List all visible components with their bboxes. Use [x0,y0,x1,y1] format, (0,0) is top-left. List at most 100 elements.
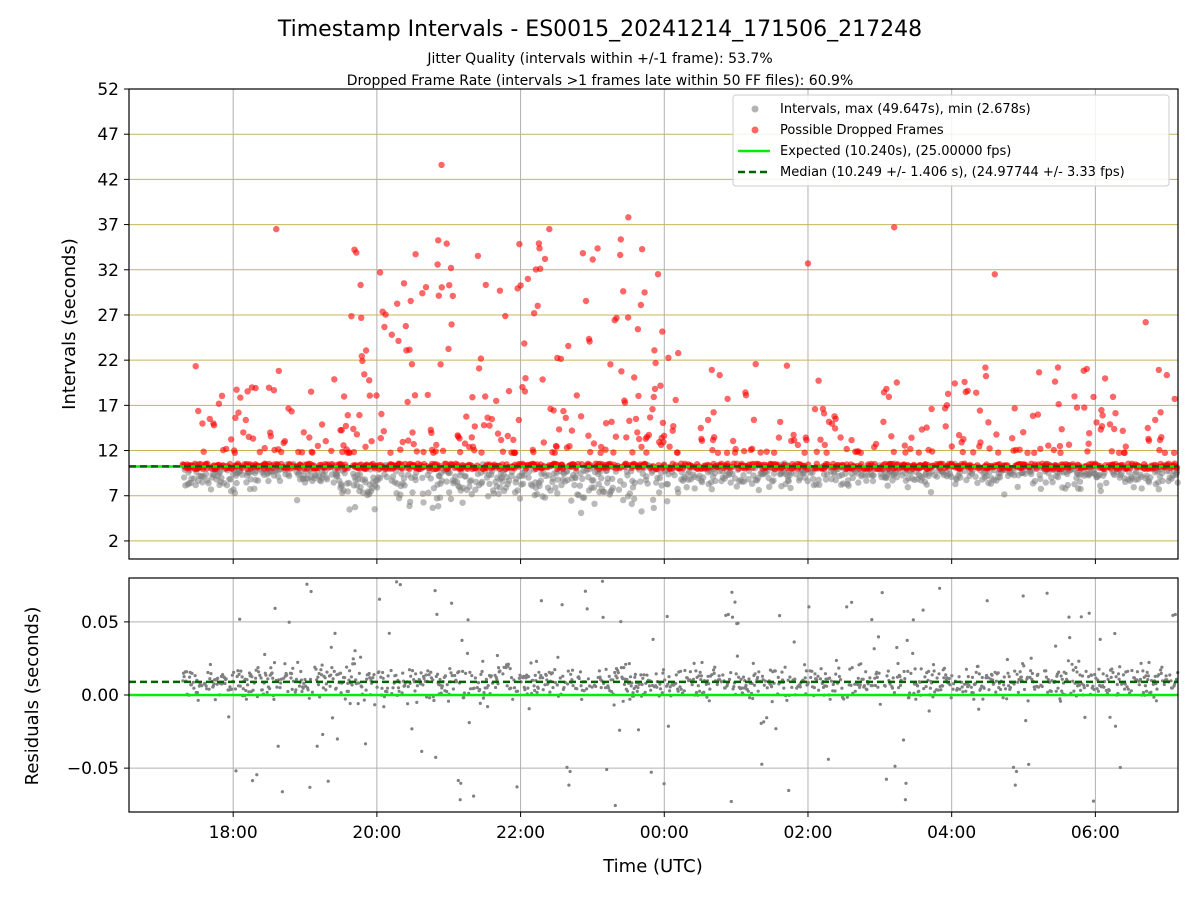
residual-point [625,677,629,682]
interval-point [468,491,475,498]
residual-point [753,672,757,676]
residual-point [555,683,559,687]
residual-point [449,671,453,675]
interval-point [658,482,665,489]
residual-point [190,671,194,676]
residual-point [1096,689,1100,693]
residual-point [982,686,986,690]
residual-point [375,685,379,689]
residual-point [230,687,234,691]
y-tick-label: 17 [97,396,119,416]
dropped-point [267,433,274,440]
dropped-point [1071,393,1078,400]
residual-point [348,669,352,673]
dropped-point [537,265,544,272]
residual-point [495,653,499,658]
dropped-point [631,374,638,381]
dropped-point [1157,409,1164,416]
residual-point [890,686,895,690]
dropped-point [893,379,900,386]
residual-point [891,676,895,680]
dropped-point [278,448,285,456]
dropped-point [783,362,791,369]
residual-point [966,675,970,679]
dropped-point [610,449,617,456]
residual-point [1093,672,1097,677]
interval-point [804,477,811,485]
dropped-point [848,436,855,444]
residual-point [1079,688,1083,693]
residual-point [792,640,796,644]
dropped-point [817,436,824,443]
dropped-point [1098,423,1106,430]
residual-point [285,673,289,677]
dropped-point [1093,419,1100,426]
interval-point [590,477,597,484]
interval-point [1158,469,1166,477]
residual-point [760,762,764,766]
interval-point [631,495,638,503]
dropped-point [961,378,968,386]
residual-point [484,677,488,681]
residual-point [603,686,608,690]
residual-point [268,687,272,691]
residual-point [505,684,509,688]
residual-point [193,674,197,678]
residual-point [365,677,369,681]
residual-point [478,701,482,706]
dropped-point [714,449,722,456]
residual-point [356,702,360,706]
residual-point [1159,671,1163,676]
residual-point [776,675,780,680]
residual-point [1121,673,1125,677]
interval-point [436,494,444,501]
dropped-point [1121,449,1128,456]
dropped-point [1024,449,1031,456]
residual-point [1084,669,1088,674]
interval-point [462,473,469,480]
residual-point [877,671,881,675]
residual-point [633,675,637,679]
residual-point [636,728,641,732]
dropped-point [1011,405,1018,412]
residual-point [1057,670,1061,674]
residual-point [310,690,314,694]
dropped-point [902,449,909,456]
residual-point [272,697,276,702]
interval-point [816,481,823,488]
residual-point [730,615,735,619]
residual-point [751,696,755,701]
residual-point [506,662,510,666]
residual-point [1145,670,1149,675]
dropped-point [589,256,596,263]
residual-point [532,684,536,688]
residual-point [290,672,294,676]
dropped-point [618,368,625,375]
residual-point [321,732,325,737]
residual-point [1082,686,1086,690]
residual-point [834,672,838,676]
interval-point [643,473,650,480]
residual-point [319,673,324,677]
dropped-point [803,436,810,444]
residual-point [1137,683,1141,687]
residual-point [551,686,555,690]
residual-point [1002,683,1006,687]
residual-point [372,673,376,677]
residual-point [436,672,440,676]
residual-point [1002,675,1006,679]
interval-point [1064,481,1072,489]
residual-point [676,689,680,693]
dropped-point [672,396,679,404]
residual-point [964,667,969,671]
x-tick-label: 20:00 [352,823,401,843]
residual-point [773,669,777,673]
dropped-point [521,340,528,347]
residual-point [228,685,232,689]
interval-point [609,475,616,482]
residual-point [524,676,528,680]
residual-point [544,673,548,677]
x-axis-label: Time (UTC) [602,856,703,877]
residual-point [294,677,299,681]
residual-point [741,675,746,679]
